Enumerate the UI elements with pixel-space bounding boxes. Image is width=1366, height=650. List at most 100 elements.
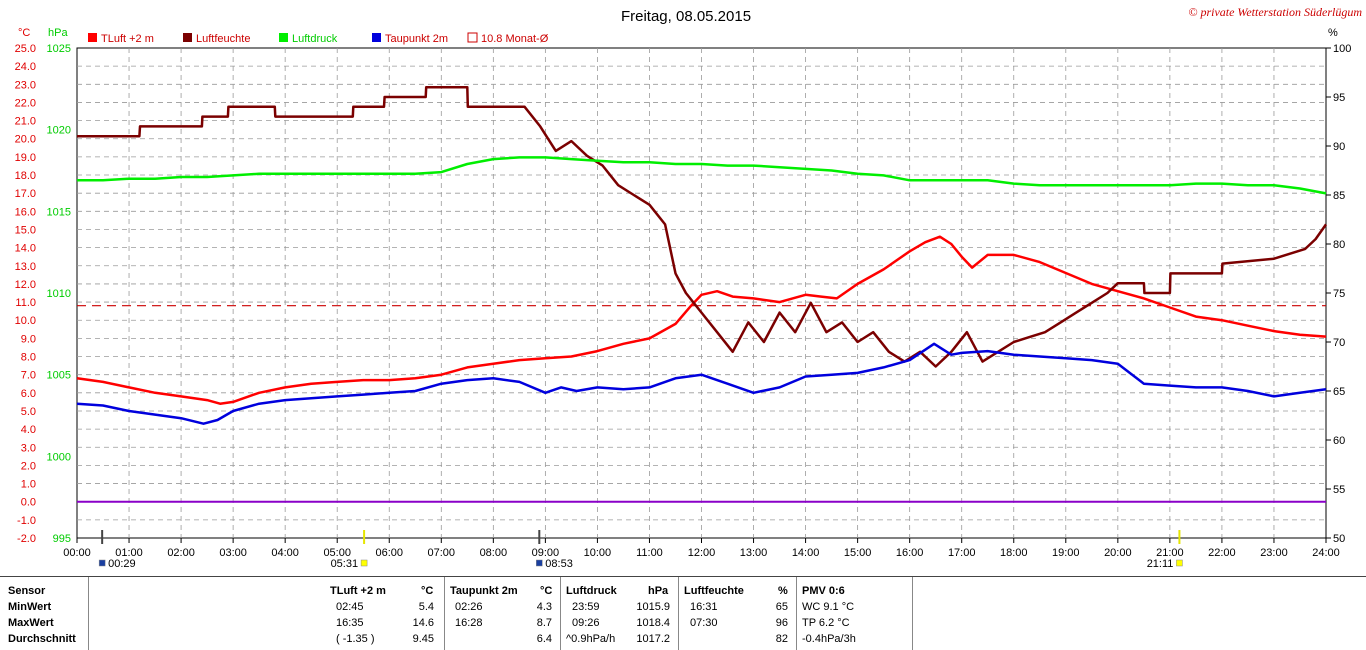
stats-divider xyxy=(796,577,797,650)
y-humidity-tick-label: 85 xyxy=(1333,190,1345,202)
legend-label-month-avg: 10.8 Monat-Ø xyxy=(481,33,549,45)
stats-press-time: ^0.9hPa/h xyxy=(566,633,616,645)
legend-swatch-pressure xyxy=(279,33,288,42)
stats-head-hum: Luftfeuchte xyxy=(684,585,744,597)
y-humidity-tick-label: 100 xyxy=(1333,43,1351,55)
x-tick-label: 10:00 xyxy=(584,547,612,559)
x-tick-label: 22:00 xyxy=(1208,547,1236,559)
stats-divider xyxy=(560,577,561,650)
legend-swatch-dewpoint xyxy=(372,33,381,42)
stats-dew-value: 8.7 xyxy=(536,617,552,629)
temp-series-line xyxy=(76,235,1327,405)
y-temp-tick-label: 5.0 xyxy=(21,406,36,418)
weather-chart: 00:00 01:00 02:00 03:00 04:00 05:00 06:00 07:00… xyxy=(15,5,1363,570)
stats-head-sensor: Sensor xyxy=(8,585,46,597)
y-temp-tick-label: 18.0 xyxy=(15,170,36,182)
humidity-series-line xyxy=(77,85,1328,368)
y-temp-tick-label: 6.0 xyxy=(21,388,36,400)
y-humidity-tick-label: 90 xyxy=(1333,141,1345,153)
stats-press-value: 1017.2 xyxy=(636,633,670,645)
x-tick-label: 13:00 xyxy=(740,547,768,559)
stats-hum-value: 65 xyxy=(775,601,788,613)
stats-press-value: 1018.4 xyxy=(636,617,670,629)
x-tick-label: 02:00 xyxy=(167,547,195,559)
y-temp-tick-label: 4.0 xyxy=(21,424,36,436)
legend-swatch-temp xyxy=(88,33,97,42)
y-temp-tick-label: 25.0 xyxy=(15,43,36,55)
stats-temp-value: 14.6 xyxy=(412,617,434,629)
stats-head-dew: Taupunkt 2m xyxy=(450,585,518,597)
stats-divider xyxy=(678,577,679,650)
y-pressure-tick-label: 1005 xyxy=(47,370,71,382)
y-humidity-tick-label: 75 xyxy=(1333,288,1345,300)
y-temp-tick-label: 20.0 xyxy=(15,134,36,146)
x-tick-label: 11:00 xyxy=(636,547,663,559)
stats-temp-value: 9.45 xyxy=(412,633,434,645)
pressure-series-line xyxy=(77,156,1327,195)
time-markers: 00:29 05:31 08:53 21:11 xyxy=(98,530,1183,570)
stats-head-pmv: PMV 0:6 xyxy=(802,585,845,597)
y-humidity-tick-label: 80 xyxy=(1333,239,1345,251)
y-humidity-tick-label: 95 xyxy=(1333,92,1345,104)
stats-pmv-value: WC 9.1 °C xyxy=(802,601,855,613)
time-marker-icon xyxy=(360,559,368,567)
y-pressure-tick-label: 1010 xyxy=(47,288,71,300)
stats-head-hum-unit: % xyxy=(778,585,788,597)
stats-row-label: MinWert xyxy=(8,601,52,613)
y-temp-tick-label: 9.0 xyxy=(21,333,36,345)
x-tick-label: 03:00 xyxy=(219,547,247,559)
time-marker-label: 05:31 xyxy=(331,558,359,570)
y-temp-tick-label: 14.0 xyxy=(15,243,36,255)
x-tick-label: 09:00 xyxy=(532,547,560,559)
legend-label-temp: TLuft +2 m xyxy=(101,33,154,45)
x-tick-label: 00:00 xyxy=(63,547,91,559)
y-humidity-tick-label: 60 xyxy=(1333,435,1345,447)
x-tick-label: 14:00 xyxy=(792,547,820,559)
stats-temp-time: 16:35 xyxy=(336,617,364,629)
stats-hum-time: 16:31 xyxy=(690,601,718,613)
x-tick-label: 07:00 xyxy=(428,547,456,559)
stats-hum-value: 82 xyxy=(775,633,788,645)
stats-head-press: Luftdruck xyxy=(566,585,617,597)
y-temp-tick-label: 22.0 xyxy=(15,97,36,109)
x-tick-label: 05:00 xyxy=(323,547,351,559)
y-temp-tick-label: -2.0 xyxy=(17,533,36,545)
dewpoint-series-line xyxy=(76,342,1327,425)
y-pressure-tick-label: 1020 xyxy=(47,125,71,137)
humidity-unit-label: % xyxy=(1328,27,1338,39)
x-tick-label: 12:00 xyxy=(688,547,716,559)
chart-series xyxy=(76,85,1328,503)
chart-grid xyxy=(76,47,1327,539)
y-humidity-tick-label: 65 xyxy=(1333,386,1345,398)
stats-dew-value: 6.4 xyxy=(536,633,552,645)
x-tick-label: 16:00 xyxy=(896,547,924,559)
y-temp-tick-label: 21.0 xyxy=(15,116,36,128)
stats-temp-time: 02:45 xyxy=(336,601,364,613)
stats-temp-value: 5.4 xyxy=(418,601,434,613)
stats-head-temp-unit: °C xyxy=(421,585,434,597)
y-pressure-tick-label: 1025 xyxy=(47,43,71,55)
x-tick-label: 19:00 xyxy=(1052,547,1080,559)
time-marker-label: 00:29 xyxy=(108,558,136,570)
legend-label-pressure: Luftdruck xyxy=(292,33,338,45)
y-temp-tick-label: 19.0 xyxy=(15,152,36,164)
x-tick-label: 24:00 xyxy=(1312,547,1340,559)
y-temp-tick-label: 3.0 xyxy=(21,442,36,454)
x-tick-label: 17:00 xyxy=(948,547,976,559)
pressure-unit-label: hPa xyxy=(48,27,68,39)
y-temp-tick-label: 11.0 xyxy=(15,297,36,309)
stats-hum-value: 96 xyxy=(775,617,788,629)
y-temp-tick-label: 17.0 xyxy=(15,188,36,200)
stats-pmv-value: -0.4hPa/3h xyxy=(802,633,856,645)
y-temp-tick-label: -1.0 xyxy=(17,515,36,527)
y-temp-tick-label: 7.0 xyxy=(21,370,36,382)
x-tick-label: 15:00 xyxy=(844,547,872,559)
temp-unit-label: °C xyxy=(18,27,30,39)
stats-head-dew-unit: °C xyxy=(540,585,553,597)
legend-swatch-month-avg xyxy=(467,32,478,43)
x-tick-label: 20:00 xyxy=(1104,547,1132,559)
y-temp-tick-label: 12.0 xyxy=(15,279,36,291)
stats-divider xyxy=(912,577,913,650)
stats-divider xyxy=(444,577,445,650)
stats-temp-time: ( -1.35 ) xyxy=(336,633,375,645)
